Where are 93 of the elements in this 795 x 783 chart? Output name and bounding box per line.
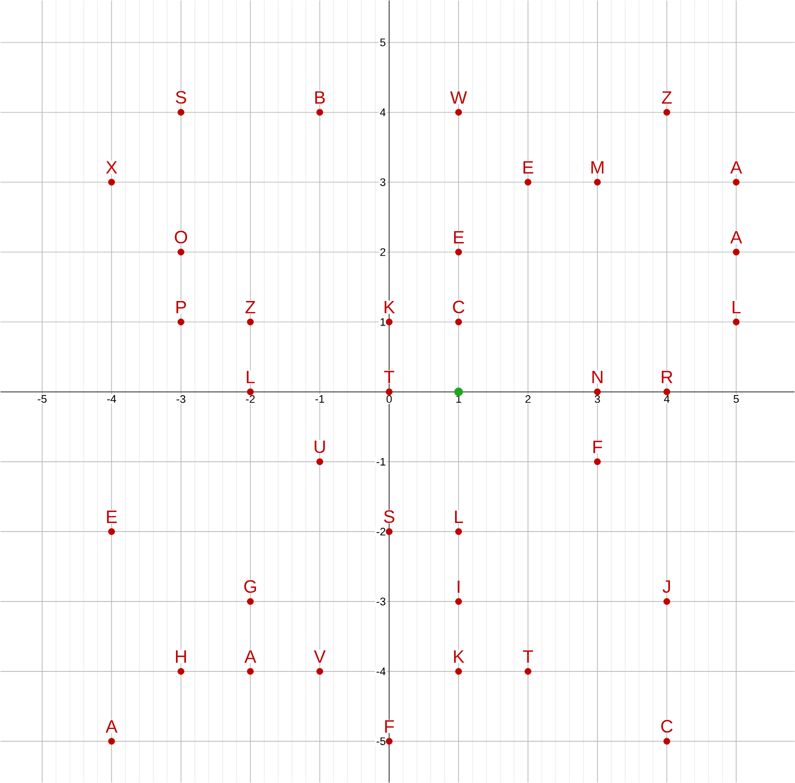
- y-tick-label: -4: [376, 668, 386, 676]
- y-tick-label: -2: [376, 528, 386, 536]
- x-tick-label: 0: [386, 395, 392, 403]
- point: [594, 388, 601, 396]
- x-tick-label: -5: [38, 395, 47, 403]
- x-tick-label: 2: [525, 395, 530, 403]
- annotation: A: [730, 161, 742, 174]
- point: [455, 598, 462, 605]
- annotation: E: [454, 231, 464, 244]
- point: [178, 318, 184, 326]
- point: [386, 318, 393, 326]
- annotation: B: [315, 91, 325, 104]
- point: [178, 248, 184, 256]
- x-tick-label: -2: [246, 395, 255, 403]
- annotation: U: [314, 440, 325, 454]
- annotation: A: [730, 231, 742, 244]
- point: [178, 108, 184, 116]
- annotation: S: [384, 510, 394, 523]
- y-tick-label: 1: [380, 318, 386, 326]
- annotation: T: [522, 650, 534, 663]
- annotation: L: [455, 510, 463, 523]
- annotation: Z: [245, 300, 256, 314]
- y-tick-label: -5: [376, 737, 386, 746]
- point: [454, 388, 463, 396]
- x-tick-label: -3: [176, 395, 186, 403]
- annotation: C: [661, 720, 673, 733]
- point: [386, 528, 393, 535]
- x-tick-label: 4: [664, 395, 670, 403]
- point: [246, 598, 254, 605]
- annotation: K: [384, 300, 395, 314]
- point: [455, 528, 462, 535]
- x-tick-label: 5: [734, 395, 739, 403]
- point: [316, 668, 324, 675]
- point: [386, 388, 393, 396]
- annotation: M: [591, 161, 604, 174]
- point: [108, 178, 115, 186]
- annotation: W: [450, 91, 467, 104]
- annotation: F: [593, 440, 602, 454]
- point: [455, 668, 462, 675]
- y-tick-label: -3: [376, 598, 386, 606]
- x-tick-label: 3: [594, 395, 600, 403]
- annotation: V: [314, 650, 326, 663]
- annotation: F: [385, 720, 394, 733]
- y-tick-label: 3: [380, 178, 386, 186]
- point: [732, 318, 740, 326]
- point: [246, 388, 254, 396]
- annotation: R: [662, 370, 672, 384]
- point: [455, 108, 462, 116]
- point: [386, 738, 393, 745]
- y-tick-label: 2: [380, 248, 386, 256]
- point: [178, 668, 184, 675]
- annotation: A: [106, 720, 118, 733]
- annotation: X: [106, 161, 118, 174]
- annotation: I: [458, 580, 460, 593]
- point: [732, 248, 740, 256]
- y-tick-label: -1: [376, 458, 386, 466]
- y-tick-label: 5: [380, 38, 386, 46]
- annotation: E: [107, 510, 117, 523]
- point: [316, 108, 324, 116]
- annotation: N: [592, 370, 602, 384]
- annotation: C: [453, 300, 464, 314]
- point: [316, 458, 324, 466]
- annotation: S: [176, 90, 186, 104]
- point: [663, 388, 670, 396]
- point: [455, 318, 462, 326]
- annotation: L: [732, 300, 741, 314]
- point: [663, 598, 670, 605]
- annotation: L: [246, 370, 255, 384]
- annotation: P: [176, 300, 186, 314]
- annotation: Z: [662, 91, 672, 104]
- x-tick-label: -4: [107, 395, 116, 403]
- point: [108, 738, 115, 745]
- annotation: J: [662, 580, 670, 593]
- y-tick-label: 4: [380, 108, 386, 116]
- annotation: O: [174, 230, 188, 244]
- point: [663, 738, 670, 745]
- annotation: E: [523, 161, 534, 174]
- annotation: T: [384, 370, 394, 384]
- annotation: G: [244, 580, 256, 593]
- annotation: K: [454, 650, 464, 663]
- point: [663, 108, 670, 116]
- point: [524, 178, 532, 186]
- point: [246, 668, 254, 675]
- point: [246, 318, 254, 326]
- annotation: A: [244, 650, 256, 663]
- x-tick-label: -1: [315, 395, 324, 403]
- annotation: H: [176, 650, 186, 663]
- point: [524, 668, 532, 675]
- point: [594, 458, 601, 466]
- point: [732, 178, 740, 186]
- point: [108, 528, 115, 535]
- point: [594, 178, 601, 186]
- point: [455, 248, 462, 256]
